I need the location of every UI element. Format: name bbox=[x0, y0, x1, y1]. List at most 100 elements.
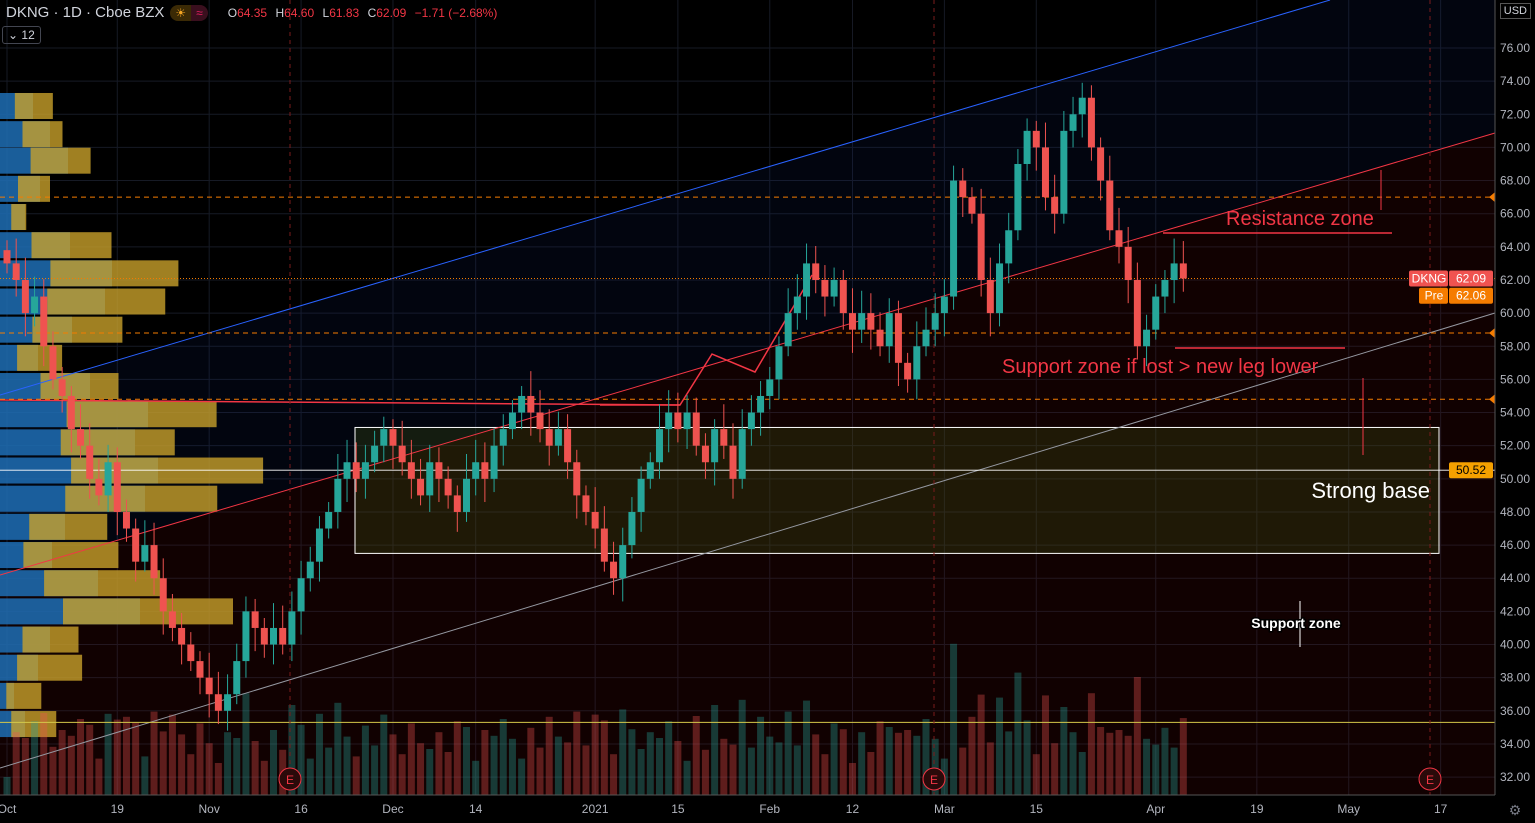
support-level-2-marker bbox=[1489, 394, 1495, 405]
pre-price-box bbox=[1449, 287, 1493, 304]
candle-body bbox=[214, 694, 222, 711]
volume-bar bbox=[968, 716, 976, 795]
volume-bar bbox=[159, 731, 167, 795]
channel-line-middle bbox=[0, 132, 1496, 576]
volume-bar bbox=[104, 713, 112, 795]
candle-body bbox=[766, 379, 774, 396]
candle-body bbox=[233, 661, 241, 695]
volume-bar bbox=[950, 643, 958, 795]
candle-body bbox=[104, 462, 112, 496]
chart-legend: DKNG · 1D · Cboe BZX ☀ ≈ O64.35 H64.60 L6… bbox=[6, 4, 502, 21]
volume-bar bbox=[655, 738, 663, 795]
last-price-tag bbox=[1409, 270, 1448, 287]
price-tick-label: 58.00 bbox=[1500, 339, 1530, 353]
candle-body bbox=[380, 429, 388, 446]
volume-bar bbox=[1115, 730, 1123, 795]
symbol-title[interactable]: DKNG · 1D · Cboe BZX bbox=[6, 4, 165, 21]
volume-bar bbox=[58, 730, 66, 795]
candle-body bbox=[646, 462, 654, 479]
volume-bar bbox=[720, 738, 728, 795]
candle-body bbox=[803, 263, 811, 297]
volume-bar bbox=[12, 732, 20, 795]
candle-body bbox=[637, 478, 645, 512]
volume-bar bbox=[297, 724, 305, 795]
volume-bar bbox=[435, 732, 443, 795]
volume-bar bbox=[343, 736, 351, 795]
candle-body bbox=[113, 462, 121, 512]
price-tick-label: 64.00 bbox=[1500, 240, 1530, 254]
volume-profile-bar-down bbox=[50, 260, 179, 287]
candle-body bbox=[21, 279, 29, 314]
volume-bar bbox=[21, 738, 29, 795]
volume-bar bbox=[812, 734, 820, 795]
volume-bar bbox=[251, 741, 259, 795]
volume-bar bbox=[325, 747, 333, 795]
price-tick-label: 62.00 bbox=[1500, 273, 1530, 287]
volume-bar bbox=[95, 758, 103, 795]
price-tick-label: 76.00 bbox=[1500, 41, 1530, 55]
volume-profile-bar-down bbox=[29, 513, 108, 540]
candle-body bbox=[950, 180, 958, 297]
volume-bar bbox=[31, 721, 39, 795]
candle-body bbox=[821, 279, 829, 297]
volume-bar bbox=[288, 705, 296, 795]
candle-body bbox=[564, 429, 572, 463]
candle-body bbox=[463, 478, 470, 512]
candle-body bbox=[435, 462, 443, 479]
time-axis bbox=[0, 795, 1495, 823]
price-tick-label: 34.00 bbox=[1500, 737, 1530, 751]
volume-bar bbox=[1124, 735, 1132, 795]
candle-body bbox=[674, 412, 682, 430]
volume-bar bbox=[1014, 672, 1022, 795]
earnings-marker bbox=[278, 767, 302, 791]
candle-body bbox=[279, 627, 287, 645]
volume-bar bbox=[784, 711, 792, 795]
resistance-level-marker bbox=[1489, 192, 1495, 203]
candle-body bbox=[582, 495, 590, 512]
time-tick-label: May bbox=[1337, 802, 1360, 816]
candle-body bbox=[986, 279, 994, 314]
channel-line-lower bbox=[0, 312, 1496, 769]
volume-bar bbox=[260, 760, 268, 795]
price-tick-label: 54.00 bbox=[1500, 406, 1530, 420]
candle-body bbox=[885, 313, 893, 347]
last-price-value: 62.09 bbox=[1456, 271, 1486, 285]
volume-bar bbox=[1051, 743, 1059, 795]
volume-profile-bar-down bbox=[22, 626, 79, 653]
time-tick-label: Nov bbox=[199, 802, 220, 816]
volume-bar bbox=[729, 744, 737, 795]
volume-bar bbox=[168, 714, 176, 795]
candle-body bbox=[407, 462, 415, 479]
volume-bar bbox=[1005, 731, 1013, 795]
time-tick-label: 12 bbox=[846, 802, 860, 816]
candle-body bbox=[67, 395, 75, 430]
volume-bar bbox=[40, 713, 48, 795]
pre-price-name: Pre bbox=[1425, 289, 1444, 303]
candle-body bbox=[527, 395, 535, 413]
candle-body bbox=[1106, 180, 1114, 231]
indicators-collapse-button[interactable]: ⌄ 12 bbox=[2, 26, 41, 44]
volume-bar bbox=[582, 745, 590, 795]
volume-bar bbox=[67, 735, 75, 795]
time-tick-label: 2021 bbox=[582, 802, 609, 816]
candle-body bbox=[858, 313, 866, 330]
time-tick-label: 19 bbox=[1250, 802, 1264, 816]
candle-body bbox=[711, 429, 719, 463]
support-zone-lost-label: Support zone if lost > new leg lower bbox=[1002, 356, 1319, 378]
volume-bar bbox=[600, 720, 608, 795]
candle-body bbox=[270, 627, 278, 645]
currency-button[interactable]: USD bbox=[1499, 3, 1531, 19]
volume-bar bbox=[233, 738, 241, 795]
price-tick-label: 72.00 bbox=[1500, 107, 1530, 121]
volume-bar bbox=[380, 714, 388, 795]
candle-body bbox=[573, 462, 581, 496]
candle-body bbox=[692, 412, 700, 446]
volume-bar bbox=[1078, 752, 1086, 795]
base-level-price-box bbox=[1449, 462, 1493, 479]
candle-body bbox=[1014, 163, 1022, 231]
candle-body bbox=[1161, 279, 1169, 297]
session-badge[interactable]: ☀ ≈ bbox=[170, 4, 208, 21]
volume-profile-bar-down bbox=[18, 175, 50, 202]
volume-bar bbox=[527, 727, 535, 795]
